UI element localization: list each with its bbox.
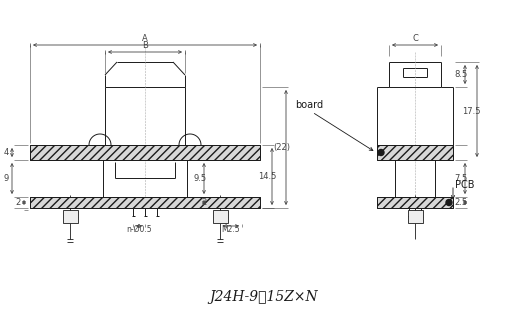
Text: 17.5: 17.5	[462, 106, 481, 116]
Text: 7.5: 7.5	[455, 174, 468, 183]
Text: C: C	[412, 34, 418, 43]
Text: 8.5: 8.5	[455, 70, 468, 79]
Bar	[62, 210, 78, 223]
Text: 14.5: 14.5	[258, 172, 276, 181]
Text: 2: 2	[202, 198, 207, 207]
Text: J24H-9、15Z×N: J24H-9、15Z×N	[209, 290, 318, 304]
Bar	[407, 210, 423, 223]
Bar	[30, 197, 260, 208]
Text: 9.5: 9.5	[194, 174, 207, 183]
Text: 2.5: 2.5	[455, 198, 468, 207]
Bar	[377, 145, 453, 160]
Text: PCB: PCB	[455, 180, 475, 190]
Bar	[213, 210, 227, 223]
Circle shape	[446, 199, 452, 205]
Text: n-Ø0.5: n-Ø0.5	[126, 225, 152, 234]
Text: B: B	[142, 41, 148, 50]
Circle shape	[378, 150, 384, 156]
Text: A: A	[142, 34, 148, 43]
Bar	[30, 145, 260, 160]
Bar	[377, 197, 453, 208]
Text: 2: 2	[16, 198, 21, 207]
Text: 4: 4	[4, 148, 9, 157]
Text: (22): (22)	[273, 143, 290, 152]
Text: 9: 9	[4, 174, 9, 183]
Text: M2.5: M2.5	[222, 225, 240, 234]
Text: board: board	[295, 100, 323, 110]
